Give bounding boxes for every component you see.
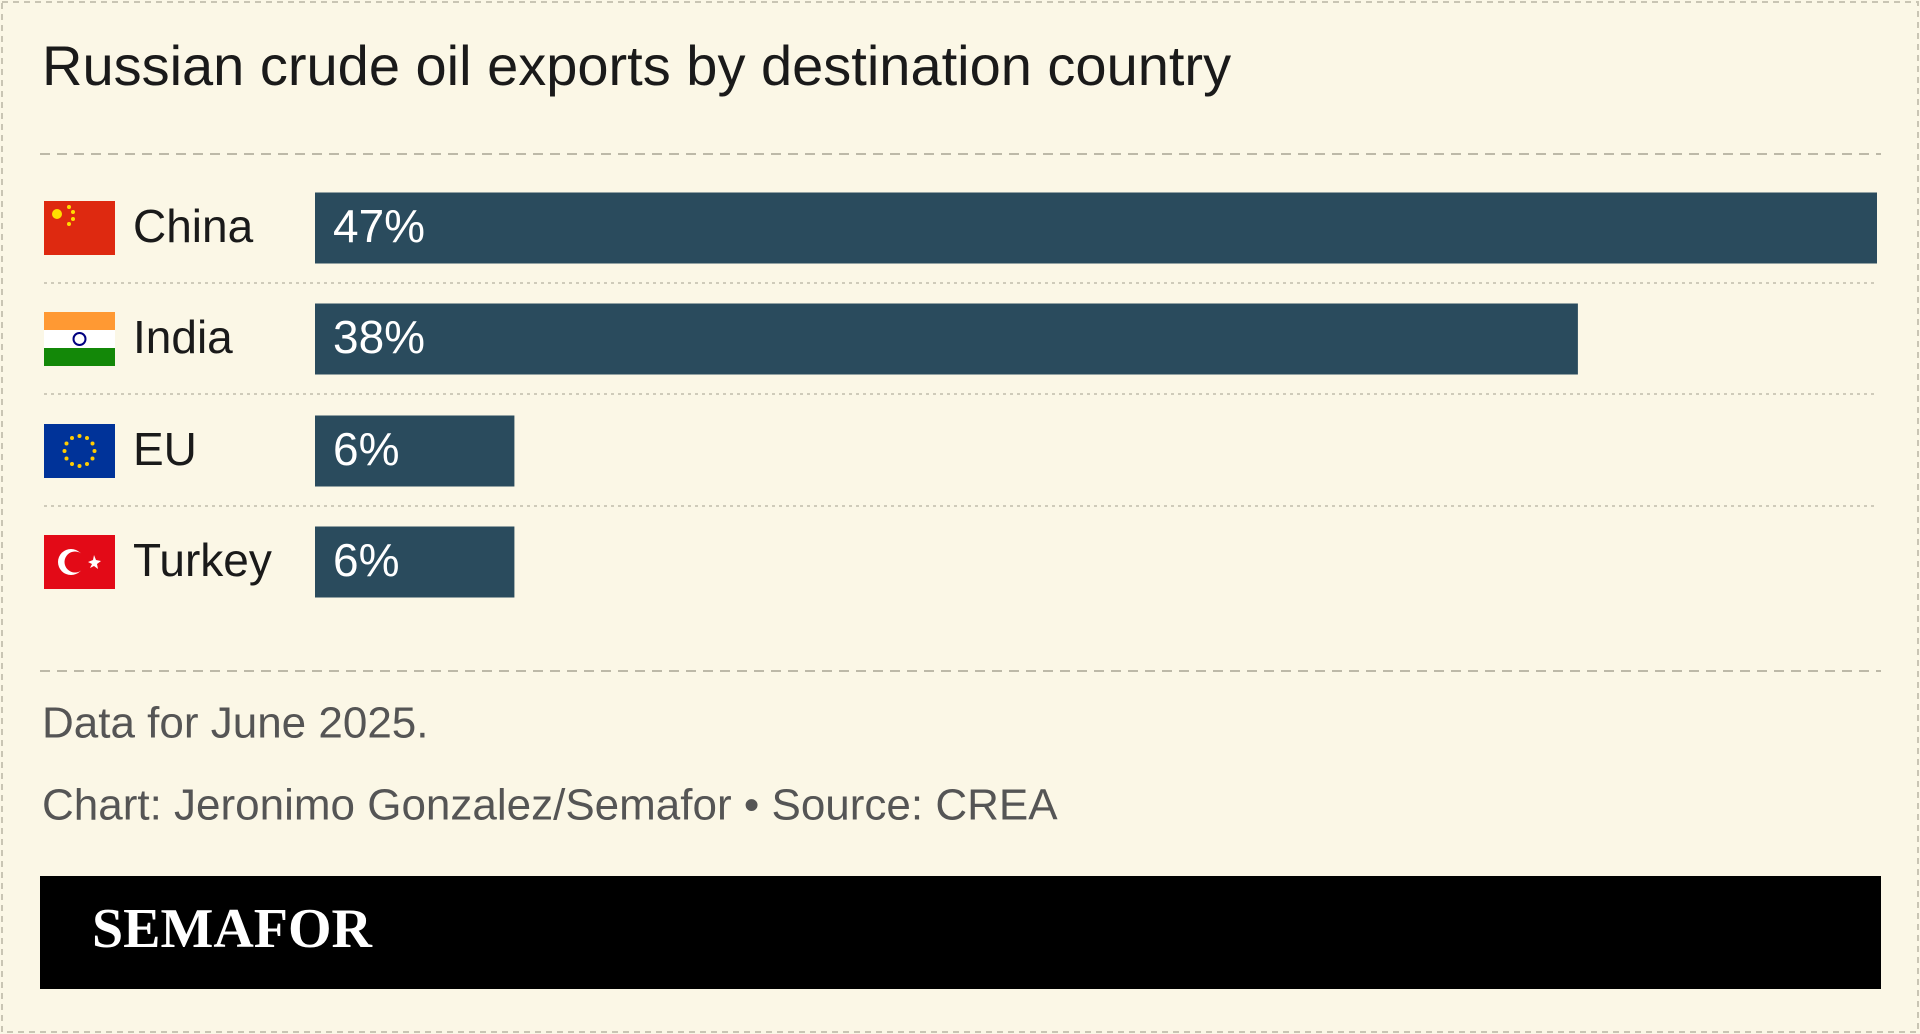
bar bbox=[315, 192, 1877, 264]
brand: SEMAFOR bbox=[92, 898, 373, 960]
category-label: EU bbox=[133, 423, 197, 475]
row-separators bbox=[44, 282, 1877, 507]
brand-bar bbox=[40, 876, 1881, 989]
flag-india bbox=[44, 312, 115, 366]
bar bbox=[315, 526, 515, 598]
value-label: 6% bbox=[333, 423, 399, 475]
value-label: 47% bbox=[333, 200, 425, 252]
bar bbox=[315, 415, 515, 487]
category-label: India bbox=[133, 311, 233, 363]
flag-china bbox=[44, 201, 115, 255]
flag-turkey bbox=[44, 535, 115, 589]
chart-title: Russian crude oil exports by destination… bbox=[42, 34, 1231, 97]
value-label: 6% bbox=[333, 534, 399, 586]
bar bbox=[315, 303, 1578, 375]
value-label: 38% bbox=[333, 311, 425, 363]
category-label: Turkey bbox=[133, 534, 272, 586]
credit: Chart: Jeronimo Gonzalez/Semafor • Sourc… bbox=[42, 781, 1058, 830]
category-label: China bbox=[133, 200, 254, 252]
flag-eu bbox=[44, 424, 115, 478]
note: Data for June 2025. bbox=[42, 699, 428, 748]
